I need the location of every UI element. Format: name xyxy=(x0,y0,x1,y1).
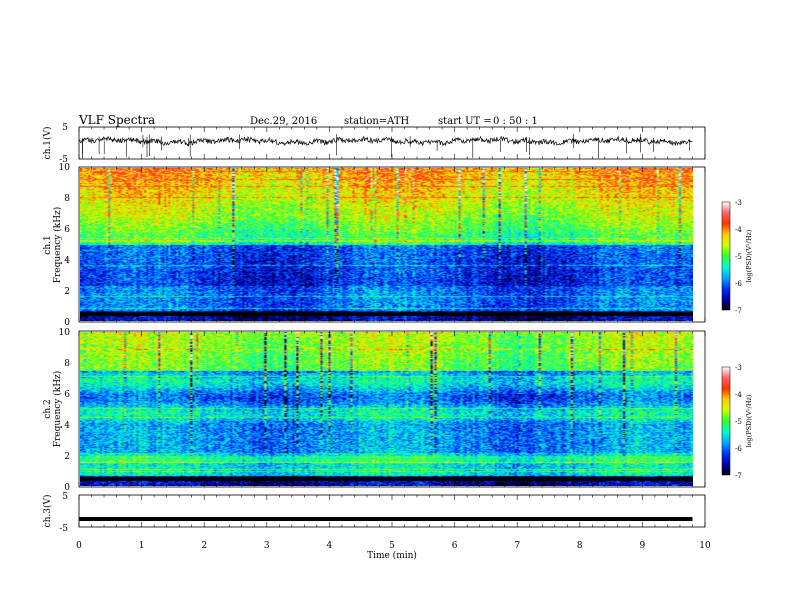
ch1-spec-ylabel-frequency: Frequency (kHz) xyxy=(52,207,63,284)
ch1-spec-ytick-6: 6 xyxy=(64,225,70,235)
ch1-spec-ylabel-channel: ch.1 xyxy=(43,235,53,254)
ch1-spike-group xyxy=(82,133,690,159)
ch2-colorbar: -3 -4 -5 -6 -7 log(PSD)(V²/Hz) xyxy=(721,364,753,480)
ch2-colorbar-label: log(PSD)(V²/Hz) xyxy=(745,394,753,447)
ch2-cb-tick-m3: -3 xyxy=(735,364,742,372)
ch3-waveform-frame xyxy=(78,494,706,528)
time-axis-labels: 0 1 2 3 4 5 6 7 8 9 10 Time (min) xyxy=(76,541,711,561)
date-label: Dec.29, 2016 xyxy=(250,116,317,127)
xtick-label-4: 4 xyxy=(327,541,333,551)
ch1-colorbar-label: log(PSD)(V²/Hz) xyxy=(745,229,753,282)
ch2-cb-tick-m5: -5 xyxy=(735,418,742,426)
ch2-cb-tick-m4: -4 xyxy=(735,391,742,399)
ch1-colorbar-bar xyxy=(721,201,731,311)
ch1-waveform-ylabel: ch.1(V) xyxy=(42,127,53,160)
xtick-label-2: 2 xyxy=(201,541,207,551)
ch2-spectrogram-image xyxy=(80,332,693,486)
ch2-spec-ytick-6: 6 xyxy=(64,390,70,400)
ch1-waveform-frame xyxy=(78,126,706,160)
ch1-spectrogram-image xyxy=(80,168,693,321)
ch2-spec-ytick-4: 4 xyxy=(64,421,70,431)
ch1-spectrogram-panel: 10 8 6 4 2 0 ch.1 Frequency (kHz) xyxy=(43,163,706,328)
xtick-label-10: 10 xyxy=(699,541,711,551)
xtick-label-6: 6 xyxy=(452,541,458,551)
ch3-ytick-bottom: -5 xyxy=(59,524,68,534)
ch1-cb-tick-m7: -7 xyxy=(735,307,742,315)
ch1-spec-ytick-0: 0 xyxy=(64,318,70,328)
xtick-label-0: 0 xyxy=(76,541,82,551)
ch1-cb-tick-m3: -3 xyxy=(735,199,742,207)
ch2-spec-ylabel-channel: ch.2 xyxy=(43,399,53,418)
xtick-label-7: 7 xyxy=(514,541,520,551)
figure-title: VLF Spectra xyxy=(78,113,155,127)
ch1-colorbar: -3 -4 -5 -6 -7 log(PSD)(V²/Hz) xyxy=(721,199,753,315)
ch3-waveform-panel: 5 -5 ch.3(V) xyxy=(42,492,706,534)
ch1-spec-ytick-8: 8 xyxy=(64,194,70,204)
ch1-spec-ytick-4: 4 xyxy=(64,256,70,266)
ch1-waveform-panel: 5 -5 ch.1(V) xyxy=(42,123,706,165)
xtick-label-8: 8 xyxy=(577,541,583,551)
start-ut-label: start UT = xyxy=(438,116,492,127)
ch3-waveform-ylabel: ch.3(V) xyxy=(42,495,53,528)
ch2-spectrogram-yticks: 10 8 6 4 2 0 xyxy=(59,328,71,493)
ch3-waveform-trace xyxy=(79,517,693,521)
xtick-label-5: 5 xyxy=(389,541,395,551)
ch2-cb-tick-m7: -7 xyxy=(735,472,742,480)
ch2-spectrogram-panel: 10 8 6 4 2 0 ch.2 Frequency (kHz) xyxy=(43,328,706,493)
ch2-spec-ytick-10: 10 xyxy=(59,328,71,338)
time-axis-ticks xyxy=(78,127,706,527)
ch1-spec-ytick-10: 10 xyxy=(59,163,71,173)
ch2-spec-ytick-0: 0 xyxy=(64,483,70,493)
start-ut-value: 0 : 50 : 1 xyxy=(493,116,538,127)
ch1-ytick-top: 5 xyxy=(62,123,68,133)
ch2-spec-ytick-8: 8 xyxy=(64,359,70,369)
ch3-ytick-top: 5 xyxy=(62,492,68,502)
ch1-cb-tick-m5: -5 xyxy=(735,253,742,261)
ch2-spec-ytick-2: 2 xyxy=(64,452,70,462)
ch2-spec-ylabel-frequency: Frequency (kHz) xyxy=(52,371,63,448)
xtick-label-1: 1 xyxy=(139,541,145,551)
time-axis-title: Time (min) xyxy=(367,550,417,561)
xtick-label-3: 3 xyxy=(264,541,270,551)
ch1-spec-ytick-2: 2 xyxy=(64,287,70,297)
ch1-cb-tick-m6: -6 xyxy=(735,280,742,288)
ch1-waveform-trace xyxy=(78,135,693,147)
ch1-spectrogram-yticks: 10 8 6 4 2 0 xyxy=(59,163,71,328)
figure-header: VLF Spectra Dec.29, 2016 station=ATH sta… xyxy=(78,113,538,127)
ch2-colorbar-bar xyxy=(721,366,731,476)
ch2-cb-tick-m6: -6 xyxy=(735,445,742,453)
station-label: station=ATH xyxy=(344,116,410,127)
ch1-ytick-bottom: -5 xyxy=(59,155,68,165)
ch1-cb-tick-m4: -4 xyxy=(735,226,742,234)
xtick-label-9: 9 xyxy=(640,541,646,551)
